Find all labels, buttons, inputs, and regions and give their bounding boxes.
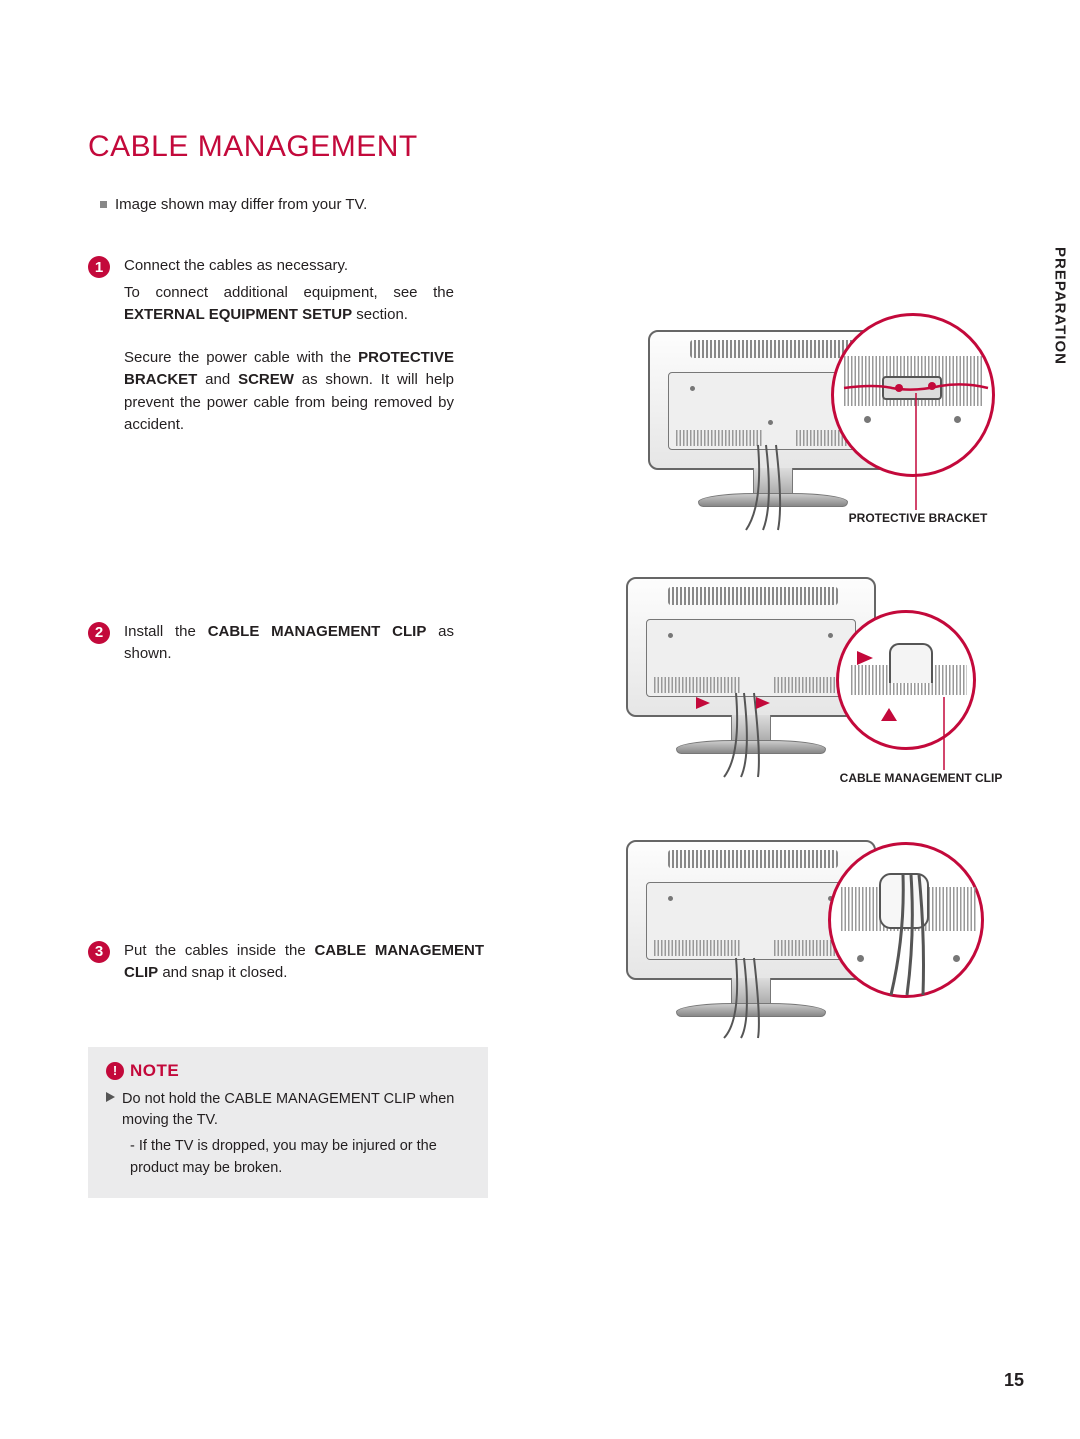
page-number: 15	[1004, 1370, 1024, 1391]
page-content: CABLE MANAGEMENT Image shown may differ …	[88, 130, 928, 1198]
section-tab: PREPARATION	[1040, 222, 1080, 390]
step-number-badge: 2	[88, 622, 110, 644]
intro-line: Image shown may differ from your TV.	[100, 196, 928, 213]
step-number-badge: 3	[88, 941, 110, 963]
note-title: NOTE	[130, 1061, 179, 1081]
step-2-body: Install the CABLE MANAGEMENT CLIP as sho…	[124, 621, 454, 680]
exclaim-icon: !	[106, 1062, 124, 1080]
note-box: ! NOTE Do not hold the CABLE MANAGEMENT …	[88, 1047, 488, 1198]
square-bullet-icon	[100, 201, 107, 208]
step-1-p3: Secure the power cable with the PROTECTI…	[124, 347, 454, 437]
figure-2-label: CABLE MANAGEMENT CLIP	[816, 771, 1026, 785]
leader-line	[566, 565, 1006, 795]
note-line1: Do not hold the CABLE MANAGEMENT CLIP wh…	[122, 1089, 470, 1133]
page-title: CABLE MANAGEMENT	[88, 130, 928, 164]
section-tab-label: PREPARATION	[1052, 247, 1069, 365]
figure-1: PROTECTIVE BRACKET	[568, 315, 1008, 535]
note-body: Do not hold the CABLE MANAGEMENT CLIP wh…	[106, 1089, 470, 1180]
step-3-body: Put the cables inside the CABLE MANAGEME…	[124, 940, 484, 999]
triangle-bullet-icon	[106, 1091, 116, 1103]
callout-circle	[828, 842, 984, 998]
leader-line	[568, 315, 1008, 535]
step-number-badge: 1	[88, 256, 110, 278]
step-3-p1: Put the cables inside the CABLE MANAGEME…	[124, 940, 484, 985]
figure-2: CABLE MANAGEMENT CLIP	[566, 565, 1006, 785]
figure-1-label: PROTECTIVE BRACKET	[828, 511, 1008, 525]
note-line2: - If the TV is dropped, you may be injur…	[130, 1136, 470, 1180]
figure-3	[566, 830, 1006, 1040]
step-1-p1: Connect the cables as necessary.	[124, 255, 454, 278]
note-header: ! NOTE	[106, 1061, 470, 1081]
step-1-body: Connect the cables as necessary. To conn…	[124, 255, 454, 451]
step-2-p1: Install the CABLE MANAGEMENT CLIP as sho…	[124, 621, 454, 666]
arrow-icon	[696, 693, 776, 723]
step-1-p2: To connect additional equipment, see the…	[124, 282, 454, 327]
intro-text: Image shown may differ from your TV.	[115, 196, 367, 213]
